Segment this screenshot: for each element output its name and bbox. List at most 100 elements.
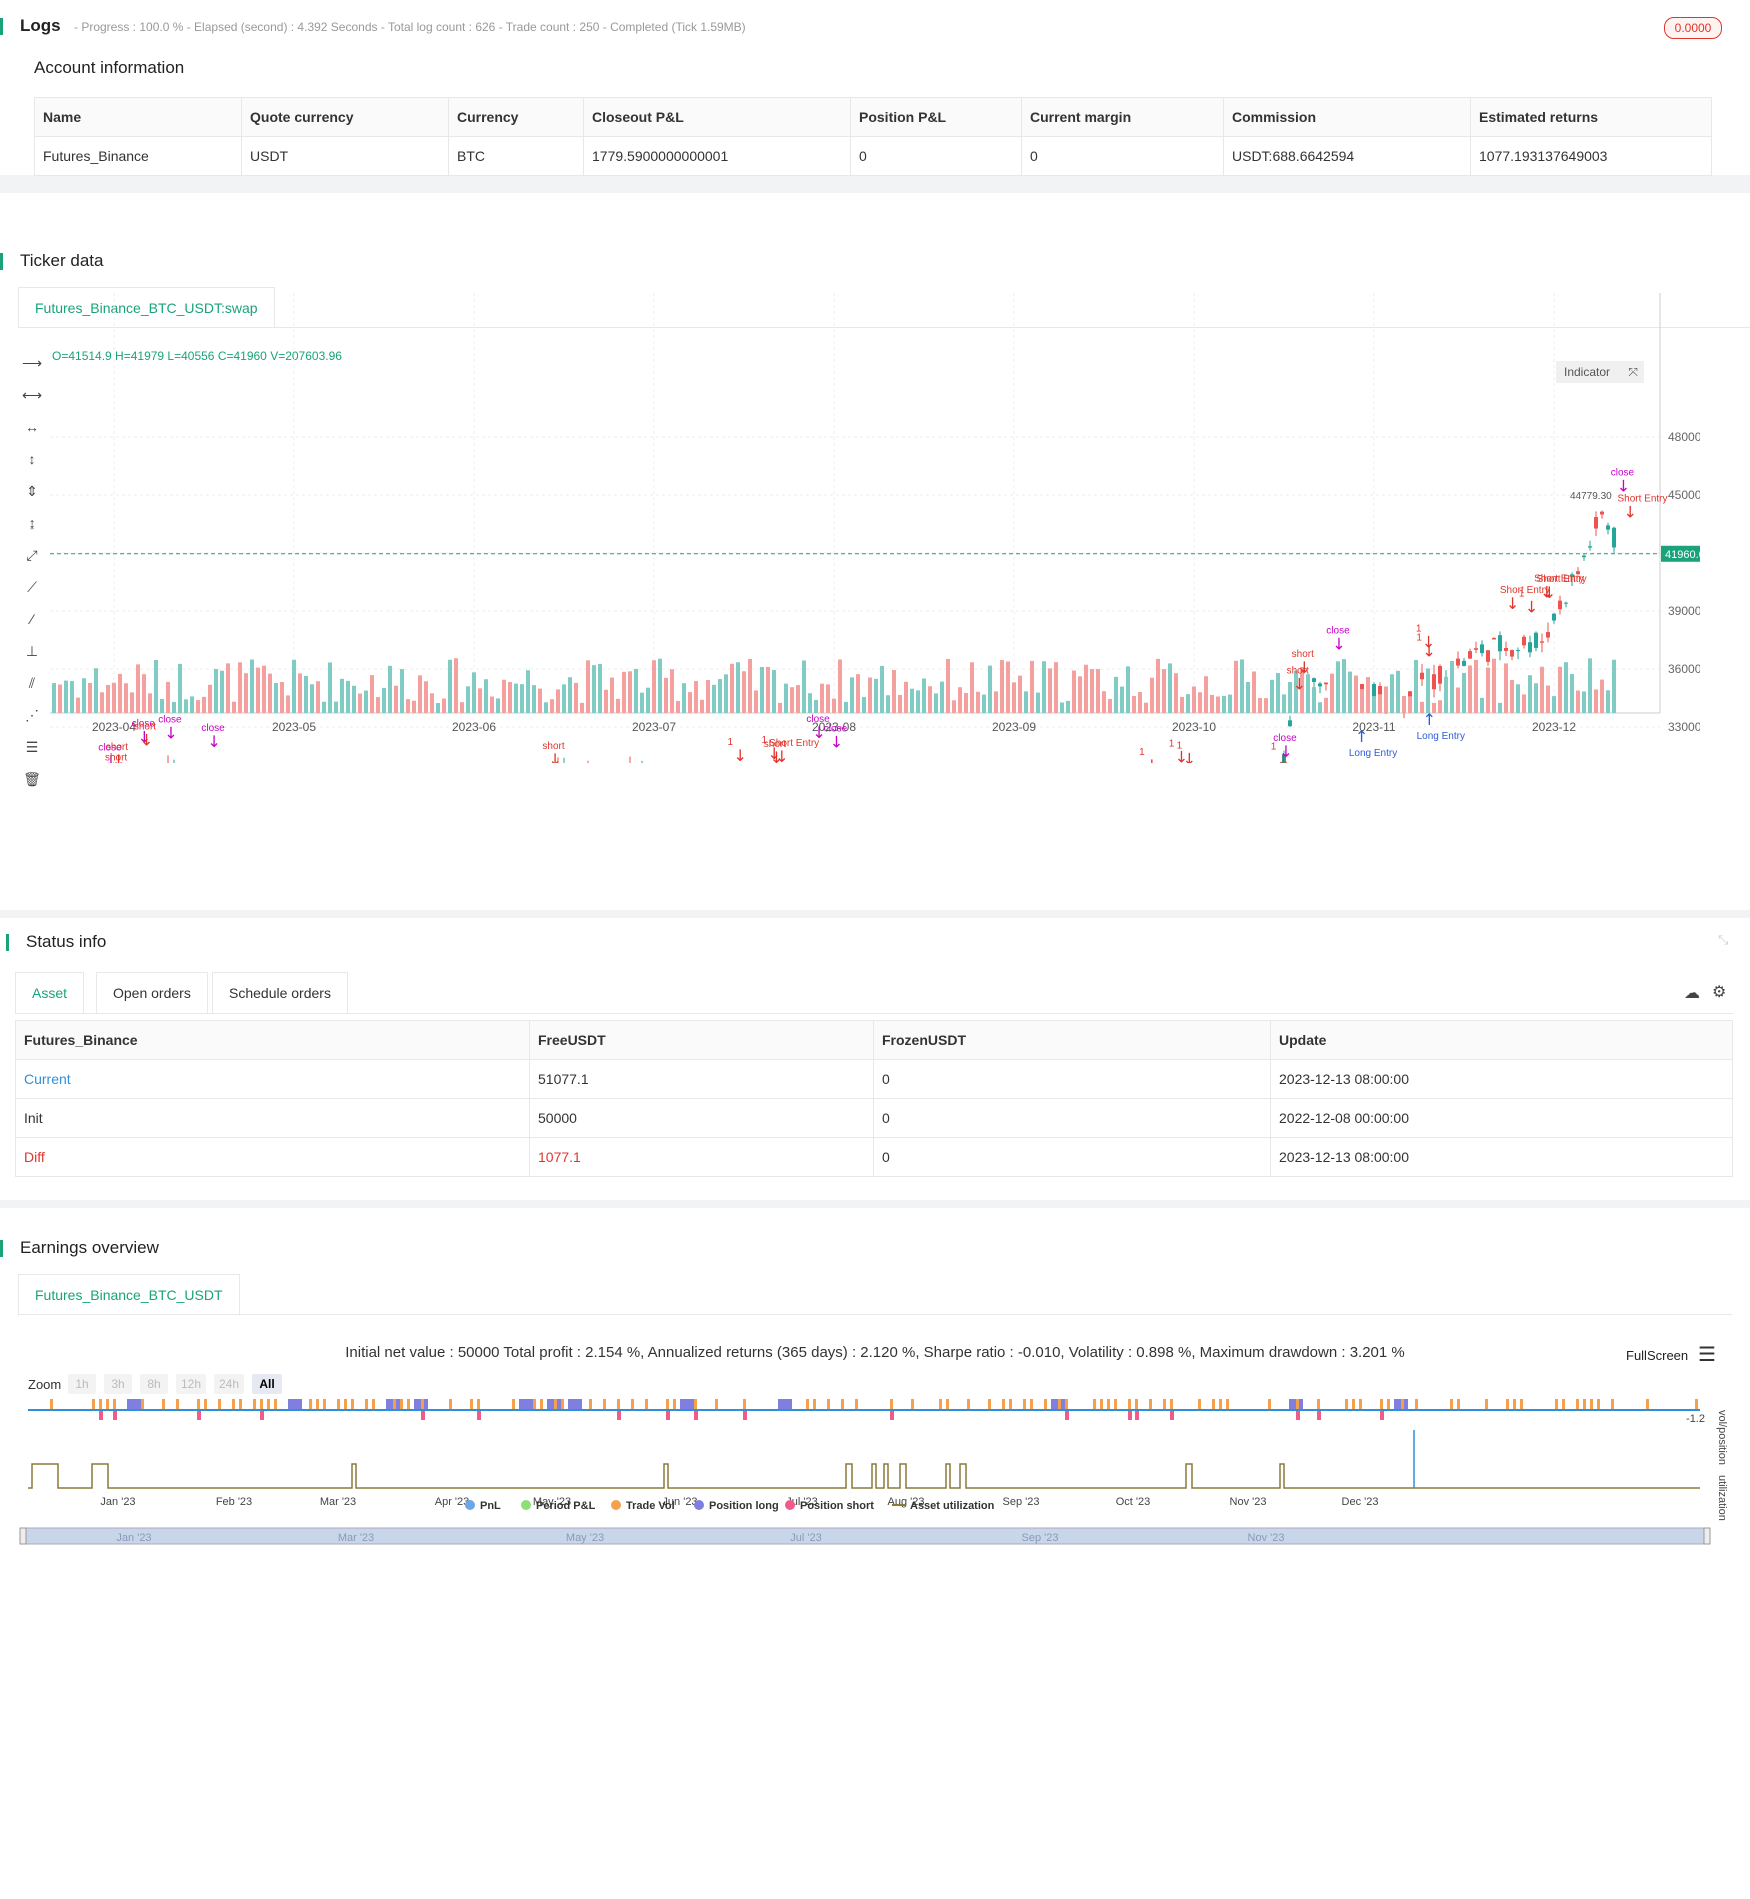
volume-bar — [742, 671, 746, 713]
trend-line-tool-icon[interactable]: ⤢ — [26, 547, 38, 563]
volume-bar — [370, 675, 374, 713]
volume-bar — [82, 678, 86, 713]
trade-annotation: Short Entry — [769, 738, 819, 749]
expand-icon[interactable]: ⤧ — [1628, 365, 1638, 379]
zoom-12h-button[interactable]: 12h — [176, 1374, 206, 1394]
trade-vol-bar — [1219, 1399, 1222, 1410]
volume-bar — [1186, 694, 1190, 713]
volume-bar — [52, 683, 56, 713]
segment-tool-icon[interactable]: ∕ — [30, 611, 34, 627]
tab-open-orders[interactable]: Open orders — [96, 972, 208, 1014]
volume-bar — [946, 658, 950, 713]
col-frozen-usdt: FrozenUSDT — [873, 1020, 1271, 1060]
volume-bar — [262, 665, 266, 713]
fib-retracement-tool-icon[interactable]: ☰ — [25, 739, 39, 755]
volume-bar — [1060, 702, 1064, 713]
fullscreen-button[interactable]: FullScreen — [1626, 1348, 1689, 1363]
navigator-tick-label: May '23 — [566, 1532, 604, 1544]
trade-annotation: Short Entry — [1537, 574, 1587, 585]
logs-badge[interactable]: 0.0000 — [1664, 17, 1722, 39]
position-short-bar — [1317, 1410, 1321, 1420]
trade-arrow-icon: ↓ — [104, 752, 117, 763]
candle-body — [1600, 511, 1604, 515]
trade-arrow-icon: ↓ — [140, 731, 153, 750]
position-short-bar — [890, 1410, 894, 1420]
horizontal-ray-tool-icon[interactable]: ⟷ — [22, 387, 43, 403]
fib-channel-tool-icon[interactable]: ⋰ — [25, 707, 39, 723]
earnings-panel: Earnings overview Futures_Binance_BTC_US… — [0, 1208, 1750, 1899]
horizontal-line-tool-icon[interactable]: ⟶ — [22, 355, 43, 371]
cell: 50000 — [529, 1098, 874, 1138]
volume-bar — [1084, 664, 1088, 713]
trade-arrow-icon: ↓ — [1145, 756, 1158, 763]
volume-bar — [1408, 696, 1412, 713]
trade-vol-bar — [890, 1399, 893, 1410]
menu-icon[interactable]: ☰ — [1698, 1344, 1716, 1366]
volume-bar — [1024, 691, 1028, 713]
parallel-channel-tool-icon[interactable]: ⫽ — [28, 675, 36, 691]
volume-bar — [982, 694, 986, 713]
settings-gear-icon[interactable]: ⚙ — [1712, 984, 1727, 1001]
x-tick-label: Nov '23 — [1230, 1496, 1267, 1508]
tab-earnings-symbol[interactable]: Futures_Binance_BTC_USDT — [18, 1274, 240, 1316]
trade-annotation: short — [105, 752, 127, 763]
cell: 2023-12-13 08:00:00 — [1270, 1137, 1733, 1177]
navigator-tick-label: Mar '23 — [338, 1532, 374, 1544]
indicator-button[interactable]: Indicator ⤧ — [1556, 361, 1644, 383]
volume-bar — [832, 698, 836, 713]
volume-bar — [112, 682, 116, 713]
trade-arrow-icon: ↓ — [207, 732, 220, 751]
ray-line-tool-icon[interactable]: ⟋ — [27, 579, 37, 595]
volume-bar — [76, 697, 80, 713]
trade-arrow-icon: ↓ — [1525, 597, 1538, 616]
trade-annotation: Short Entry — [1617, 493, 1667, 504]
tab-ticker-symbol[interactable]: Futures_Binance_BTC_USDT:swap — [18, 287, 275, 329]
volume-bar — [1030, 660, 1034, 713]
trade-vol-bar — [218, 1399, 221, 1410]
trade-vol-bar — [1009, 1399, 1012, 1410]
trade-vol-bar — [141, 1399, 144, 1410]
vol-tick-label: -1.2 — [1686, 1413, 1705, 1425]
candlestick-chart[interactable]: 48000.0045000.0042000.0039000.0036000.00… — [0, 293, 1700, 763]
vertical-line-tool-icon[interactable]: ↕ — [28, 451, 36, 467]
col-position-pnl: Position P&L — [850, 97, 1022, 137]
col-name: Name — [34, 97, 242, 137]
volume-bar — [118, 673, 122, 713]
collapse-icon[interactable]: ⤡ — [1718, 932, 1729, 947]
delete-drawings-icon[interactable]: 🗑 — [23, 771, 41, 787]
vertical-segment-tool-icon[interactable]: ⇕ — [26, 483, 38, 499]
earnings-chart[interactable]: 25002000150010005000-500-1000PnLPeriod P… — [0, 1399, 1750, 1899]
cloud-download-icon[interactable]: ☁ — [1684, 985, 1700, 1002]
trade-vol-bar — [1590, 1399, 1593, 1410]
zoom-1h-button[interactable]: 1h — [68, 1374, 96, 1394]
price-range-tool-icon[interactable]: ⊥ — [25, 643, 39, 659]
volume-bar — [1174, 673, 1178, 713]
trade-annotation: 1 — [1416, 623, 1422, 634]
tab-asset[interactable]: Asset — [15, 972, 85, 1014]
volume-bar — [1414, 659, 1418, 713]
volume-bar — [1534, 683, 1538, 713]
volume-bar — [772, 670, 776, 713]
volume-bar — [148, 693, 152, 713]
tab-schedule-orders[interactable]: Schedule orders — [212, 972, 348, 1014]
col-commission: Commission — [1223, 97, 1471, 137]
zoom-label: Zoom — [28, 1377, 62, 1392]
volume-bar — [1276, 673, 1280, 713]
vertical-ray-tool-icon[interactable]: ↨ — [28, 515, 36, 531]
trade-vol-bar — [1114, 1399, 1117, 1410]
zoom-8h-button[interactable]: 8h — [140, 1374, 168, 1394]
zoom-3h-button[interactable]: 3h — [104, 1374, 132, 1394]
position-short-bar — [694, 1410, 698, 1420]
trade-arrow-icon: ↓ — [548, 750, 561, 763]
volume-bar — [562, 684, 566, 713]
cell: 0 — [873, 1098, 1271, 1138]
candle-body — [1486, 650, 1490, 662]
col-update: Update — [1270, 1020, 1733, 1060]
zoom-all-button[interactable]: All — [252, 1374, 282, 1394]
volume-bar — [1402, 695, 1406, 713]
volume-bar — [1300, 667, 1304, 713]
trade-vol-bar — [806, 1399, 809, 1410]
zoom-24h-button[interactable]: 24h — [214, 1374, 244, 1394]
y-tick-label: 48000.00 — [1668, 430, 1700, 444]
extended-line-tool-icon[interactable]: ↔ — [25, 419, 39, 435]
